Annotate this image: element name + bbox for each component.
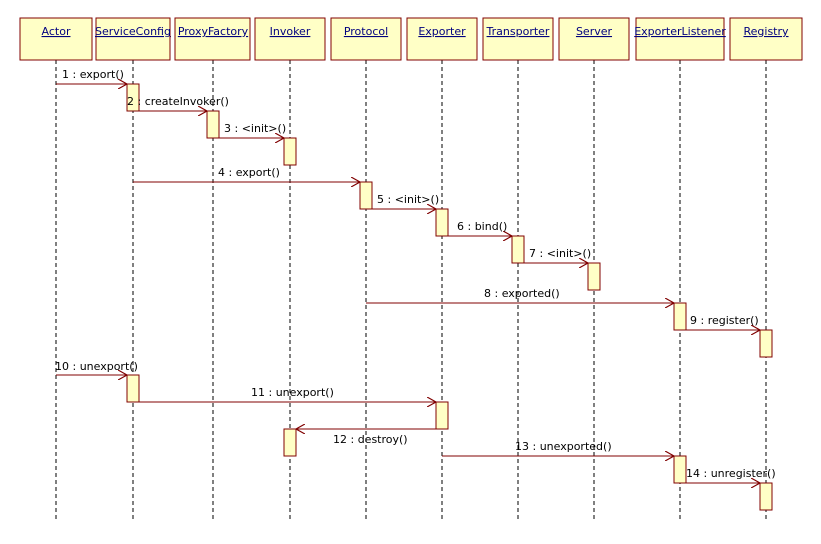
activation [511,235,525,264]
activation [673,455,687,484]
participant-name: Invoker [270,25,311,38]
participant-box [95,17,171,61]
message-label: 1 : export() [62,68,124,81]
message-label: 3 : <init>() [224,122,286,135]
message-label: 10 : unexport() [55,360,138,373]
message-label: 7 : <init>() [529,247,591,260]
participant-box [406,17,478,61]
participant-name: Protocol [344,25,388,38]
participant-box [330,17,402,61]
participant-box [729,17,803,61]
activation [587,262,601,291]
message-label: 5 : <init>() [377,193,439,206]
participant-name: ExporterListener [634,25,726,38]
activation [206,110,220,139]
activation [759,329,773,358]
participant-box [558,17,630,61]
participant-name: Actor [42,25,71,38]
message-label: 9 : register() [690,314,759,327]
message-label: 12 : destroy() [333,433,408,446]
activation [126,83,140,112]
participant-box [19,17,93,61]
message-label: 6 : bind() [457,220,507,233]
message-label: 11 : unexport() [251,386,334,399]
participant-box [635,17,725,61]
activation [126,374,140,403]
message-label: 8 : exported() [484,287,560,300]
participant-name: Registry [743,25,789,38]
activation [435,208,449,237]
activation [283,137,297,166]
participant-box [482,17,554,61]
participant-name: Transporter [486,25,550,38]
activation [759,482,773,511]
activation [673,302,687,331]
participant-box [254,17,326,61]
participant-name: ProxyFactory [178,25,249,38]
participant-name: Exporter [418,25,466,38]
message-label: 4 : export() [218,166,280,179]
message-label: 14 : unregister() [686,467,776,480]
activation [283,428,297,457]
activation [359,181,373,210]
participant-box [174,17,251,61]
message-label: 2 : createInvoker() [127,95,229,108]
activation [435,401,449,430]
participant-name: ServiceConfig [95,25,171,38]
participant-name: Server [576,25,613,38]
message-label: 13 : unexported() [515,440,612,453]
